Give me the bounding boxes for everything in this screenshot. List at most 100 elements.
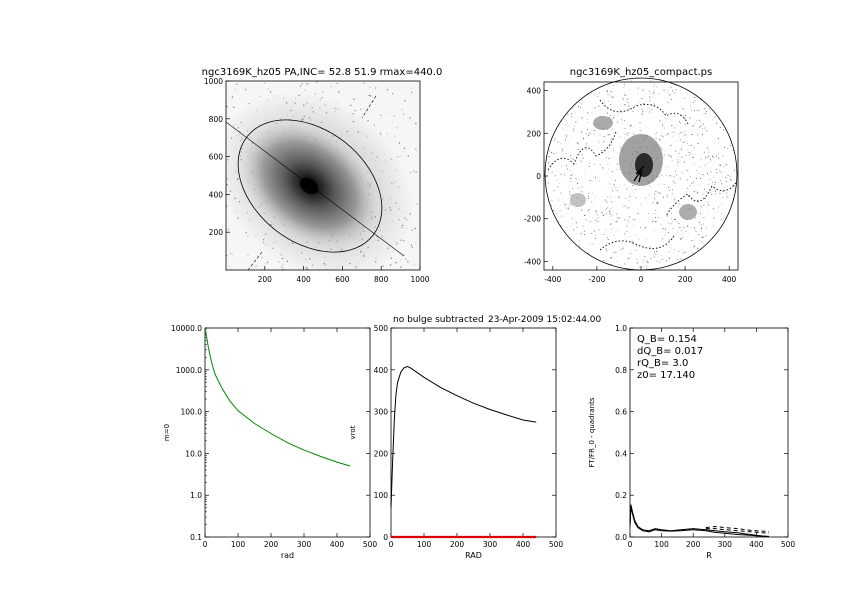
galaxy-image bbox=[226, 81, 420, 270]
y-tick-label: 0.4 bbox=[615, 449, 627, 458]
noise-speck bbox=[605, 208, 607, 210]
noise-speck bbox=[721, 183, 723, 185]
noise-speck bbox=[601, 212, 603, 213]
noise-speck bbox=[639, 132, 641, 134]
noise-speck bbox=[608, 100, 610, 102]
noise-speck bbox=[611, 128, 613, 130]
noise-speck bbox=[675, 182, 676, 184]
noise-speck bbox=[416, 234, 418, 236]
noise-speck bbox=[580, 160, 582, 162]
noise-speck bbox=[676, 259, 678, 261]
noise-speck bbox=[679, 160, 681, 162]
x-axis-label: RAD bbox=[465, 551, 482, 560]
noise-speck bbox=[656, 203, 658, 205]
noise-speck bbox=[402, 113, 405, 115]
noise-speck bbox=[684, 129, 686, 131]
noise-speck bbox=[337, 102, 339, 104]
noise-speck bbox=[575, 163, 577, 165]
panel2-axes: -400 -200 0 200 400 -400 -200 0 200 400 bbox=[524, 87, 737, 284]
noise-speck bbox=[624, 219, 626, 221]
noise-speck bbox=[720, 165, 722, 167]
noise-speck bbox=[693, 110, 695, 112]
noise-speck bbox=[557, 199, 559, 201]
noise-speck bbox=[592, 133, 594, 135]
noise-speck bbox=[676, 84, 678, 86]
noise-speck bbox=[685, 250, 687, 252]
noise-speck bbox=[626, 98, 628, 100]
noise-speck bbox=[316, 81, 318, 83]
noise-speck bbox=[574, 125, 576, 127]
noise-speck bbox=[676, 220, 677, 222]
noise-speck bbox=[593, 176, 595, 178]
noise-speck bbox=[696, 110, 698, 112]
noise-speck bbox=[605, 248, 607, 250]
noise-speck bbox=[654, 213, 656, 214]
noise-speck bbox=[691, 144, 692, 146]
noise-speck bbox=[555, 147, 557, 149]
noise-speck bbox=[607, 134, 609, 136]
noise-speck bbox=[602, 167, 604, 168]
noise-speck bbox=[714, 194, 716, 196]
noise-speck bbox=[682, 252, 684, 254]
noise-speck bbox=[628, 108, 630, 110]
noise-speck bbox=[689, 246, 691, 248]
noise-speck bbox=[605, 213, 607, 214]
noise-speck bbox=[674, 218, 676, 220]
noise-speck bbox=[668, 257, 669, 259]
noise-speck bbox=[597, 159, 599, 161]
noise-speck bbox=[636, 197, 638, 199]
noise-speck bbox=[657, 216, 659, 218]
noise-speck bbox=[349, 263, 351, 265]
noise-speck bbox=[650, 257, 652, 259]
noise-speck bbox=[411, 246, 413, 248]
noise-speck bbox=[403, 240, 405, 242]
noise-speck bbox=[684, 134, 686, 136]
noise-speck bbox=[386, 133, 388, 135]
noise-speck bbox=[547, 182, 549, 184]
noise-speck bbox=[637, 212, 639, 214]
noise-speck bbox=[283, 97, 285, 99]
noise-speck bbox=[610, 140, 612, 142]
noise-speck bbox=[611, 230, 613, 231]
noise-speck bbox=[730, 176, 731, 178]
noise-speck bbox=[679, 136, 680, 138]
noise-speck bbox=[353, 113, 355, 115]
series-line-3 bbox=[705, 528, 770, 534]
noise-speck bbox=[303, 115, 305, 117]
y-tick-label: 0 bbox=[536, 172, 541, 181]
noise-speck bbox=[684, 97, 686, 99]
density-profile-panel: 0 100 200 300 400 500 0.1 1.0 10.0 100.0 1000.0 100… bbox=[163, 324, 377, 560]
noise-speck bbox=[367, 120, 369, 122]
noise-speck bbox=[668, 186, 669, 188]
noise-speck bbox=[694, 245, 695, 247]
noise-speck bbox=[375, 261, 377, 263]
noise-speck bbox=[700, 139, 702, 141]
noise-speck bbox=[608, 218, 610, 220]
noise-speck bbox=[655, 217, 657, 219]
noise-speck bbox=[606, 91, 608, 93]
noise-speck bbox=[394, 181, 396, 183]
noise-speck bbox=[603, 105, 605, 107]
noise-speck bbox=[707, 201, 709, 203]
noise-speck bbox=[618, 217, 620, 219]
noise-speck bbox=[716, 159, 718, 161]
noise-speck bbox=[707, 172, 708, 174]
noise-speck bbox=[231, 253, 233, 255]
noise-speck bbox=[686, 149, 688, 151]
noise-speck bbox=[595, 222, 597, 224]
noise-speck bbox=[301, 83, 303, 85]
noise-speck bbox=[565, 137, 566, 139]
noise-speck bbox=[391, 182, 393, 184]
noise-speck bbox=[704, 165, 706, 167]
annotation-text: z0= 17.140 bbox=[637, 370, 695, 381]
noise-speck bbox=[553, 205, 555, 206]
noise-speck bbox=[697, 199, 699, 201]
noise-speck bbox=[607, 163, 609, 165]
noise-speck bbox=[676, 140, 678, 142]
noise-speck bbox=[628, 207, 630, 209]
noise-speck bbox=[589, 132, 591, 134]
noise-speck bbox=[649, 100, 651, 102]
noise-speck bbox=[613, 116, 615, 118]
noise-speck bbox=[655, 191, 657, 193]
noise-speck bbox=[575, 222, 577, 224]
